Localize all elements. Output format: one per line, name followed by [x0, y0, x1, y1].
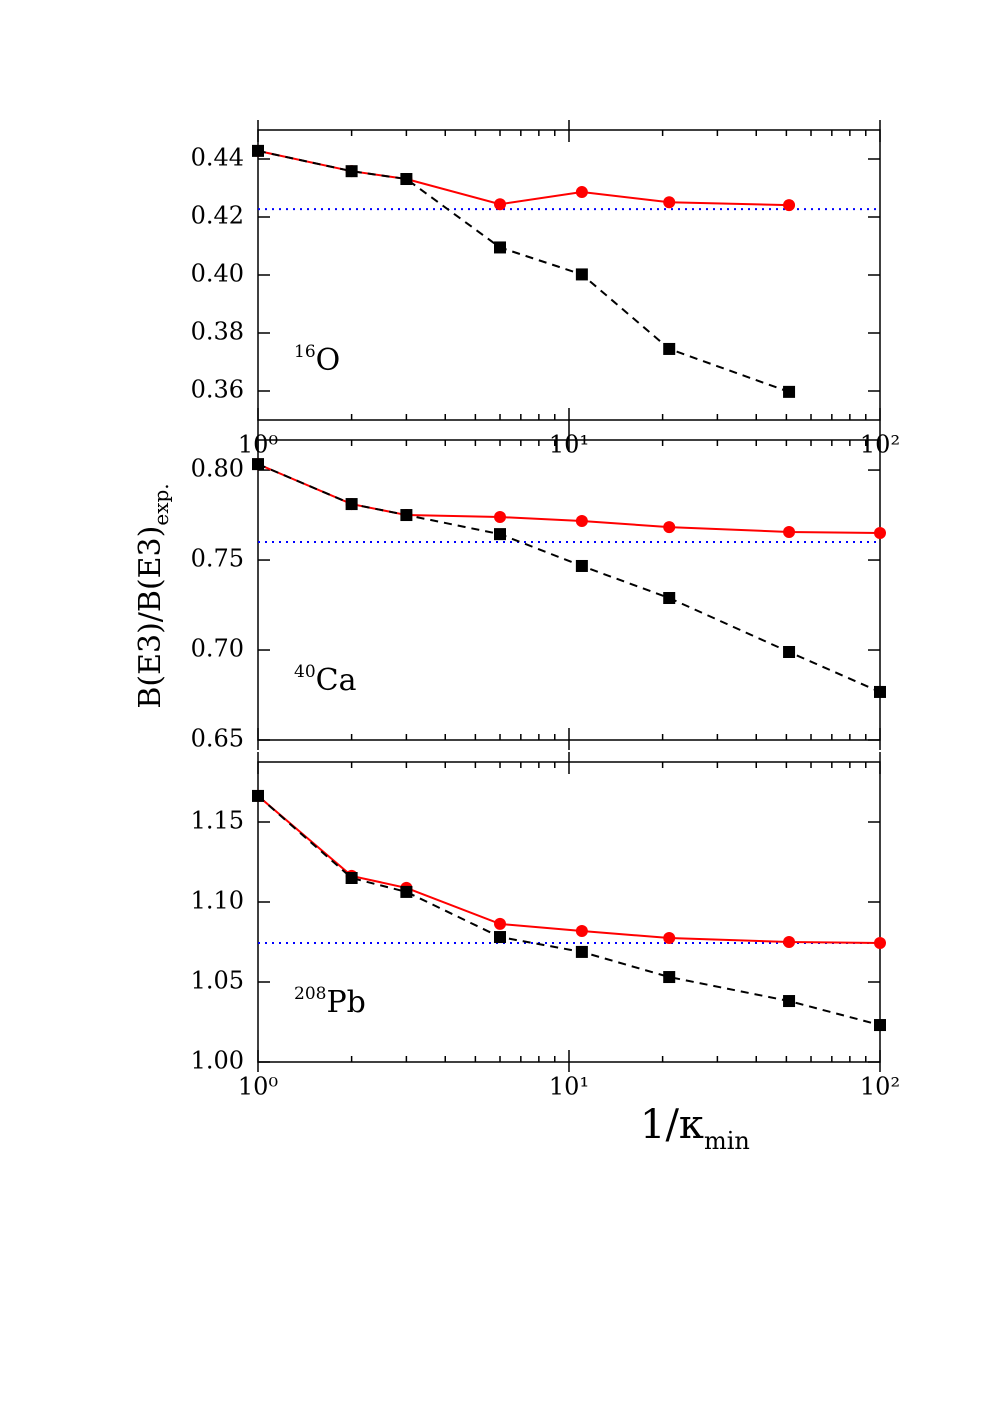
- panel-label: 40Ca: [294, 662, 357, 699]
- y-tick-label: 0.65: [191, 725, 244, 753]
- marker: [400, 885, 413, 898]
- marker: [663, 196, 676, 209]
- marker: [874, 685, 886, 698]
- x-tick-label: 10⁰: [238, 1073, 278, 1101]
- x-tick-label: 10¹: [549, 1073, 589, 1101]
- panel-label-sup: 40: [294, 662, 316, 682]
- marker: [575, 559, 588, 572]
- y-tick-label: 0.75: [191, 545, 244, 573]
- y-tick-label: 1.10: [191, 887, 244, 915]
- x-axis-label-main: 1/κ: [640, 1102, 704, 1148]
- panel-label: 16O: [294, 342, 340, 379]
- y-axis-label: B(E3)/B(E3)exp.: [133, 483, 173, 708]
- marker: [252, 789, 264, 802]
- marker: [575, 186, 588, 199]
- marker: [663, 521, 676, 534]
- marker: [345, 165, 358, 178]
- marker: [874, 1019, 886, 1032]
- marker: [494, 241, 507, 254]
- panel-label-main: Pb: [326, 985, 365, 1020]
- y-tick-label: 1.15: [191, 807, 244, 835]
- y-tick-label: 0.36: [191, 376, 244, 404]
- y-tick-label: 0.80: [191, 455, 244, 483]
- series-line: [257, 463, 881, 693]
- marker: [575, 514, 588, 527]
- series-line: [257, 463, 881, 535]
- y-tick-label: 0.70: [191, 635, 244, 663]
- panel-label-sup: 208: [294, 984, 326, 1004]
- marker: [874, 936, 886, 949]
- panel-label-main: O: [316, 343, 341, 378]
- y-tick-label: 0.44: [191, 144, 244, 172]
- marker: [783, 199, 796, 212]
- marker: [252, 458, 264, 471]
- marker: [494, 528, 507, 541]
- panel-label-sup: 16: [294, 342, 316, 362]
- x-axis-label: 1/κmin: [640, 1102, 750, 1155]
- panel-label-main: Ca: [316, 663, 357, 698]
- marker: [874, 527, 886, 540]
- marker: [494, 198, 507, 211]
- y-tick-label: 0.40: [191, 260, 244, 288]
- marker: [663, 932, 676, 944]
- marker: [783, 385, 796, 398]
- y-axis-label-sub: exp.: [149, 483, 173, 525]
- marker: [575, 945, 588, 958]
- marker: [345, 498, 358, 511]
- series-line: [257, 795, 881, 944]
- marker: [663, 592, 676, 605]
- y-tick-label: 0.42: [191, 202, 244, 230]
- marker: [783, 936, 796, 948]
- marker: [345, 872, 358, 884]
- panel-label: 208Pb: [294, 984, 366, 1021]
- marker: [783, 995, 796, 1008]
- marker: [400, 509, 413, 522]
- marker: [663, 971, 676, 984]
- series-line: [257, 149, 790, 207]
- marker: [783, 645, 796, 658]
- marker: [494, 511, 507, 524]
- marker: [494, 931, 507, 944]
- marker: [575, 268, 588, 281]
- marker: [575, 924, 588, 937]
- marker: [663, 342, 676, 355]
- series-line: [257, 795, 881, 1027]
- y-tick-label: 1.00: [191, 1047, 244, 1075]
- y-axis-label-main: B(E3)/B(E3): [133, 526, 168, 709]
- marker: [252, 144, 264, 157]
- x-axis-label-sub: min: [704, 1127, 750, 1155]
- marker: [400, 173, 413, 186]
- marker: [494, 917, 507, 930]
- y-tick-label: 0.38: [191, 318, 244, 346]
- x-tick-label: 10²: [860, 1073, 900, 1101]
- marker: [783, 525, 796, 538]
- y-tick-label: 1.05: [191, 967, 244, 995]
